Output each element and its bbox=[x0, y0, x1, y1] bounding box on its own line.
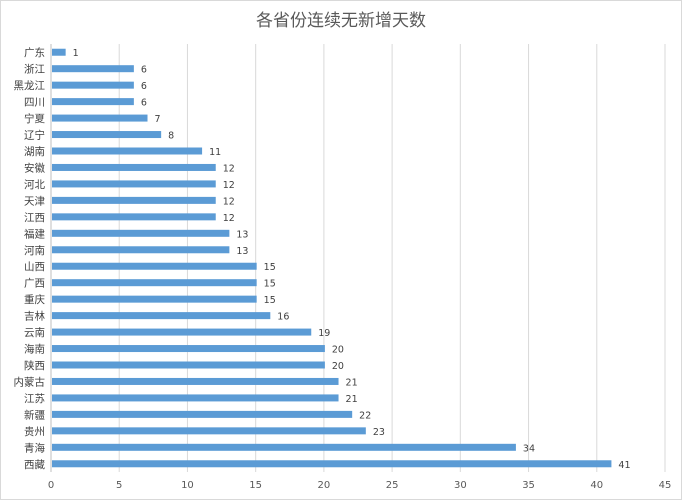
bar bbox=[52, 443, 516, 451]
bar bbox=[52, 163, 216, 171]
bar bbox=[52, 131, 162, 139]
data-label: 16 bbox=[277, 312, 289, 323]
x-tick-label: 0 bbox=[48, 480, 54, 491]
category-label: 江西 bbox=[24, 212, 45, 224]
data-label: 15 bbox=[264, 262, 276, 273]
data-label: 34 bbox=[523, 443, 535, 454]
category-label: 云南 bbox=[24, 326, 45, 339]
data-label: 6 bbox=[141, 81, 147, 92]
category-label: 广西 bbox=[24, 278, 45, 290]
x-tick-label: 15 bbox=[249, 480, 262, 491]
bar bbox=[52, 98, 134, 106]
data-label: 21 bbox=[346, 394, 358, 405]
data-label: 6 bbox=[141, 65, 147, 76]
bar bbox=[52, 377, 339, 385]
data-label: 13 bbox=[236, 229, 248, 240]
data-label: 1 bbox=[73, 48, 79, 59]
data-label: 15 bbox=[264, 295, 276, 306]
x-tick-label: 25 bbox=[386, 480, 399, 491]
x-tick-label: 45 bbox=[659, 480, 672, 491]
bar bbox=[52, 196, 216, 204]
bar bbox=[52, 81, 134, 89]
data-label: 19 bbox=[318, 328, 330, 339]
category-label: 天津 bbox=[24, 195, 45, 207]
bar bbox=[52, 180, 216, 188]
bar bbox=[52, 410, 353, 418]
bar bbox=[52, 345, 325, 353]
category-label: 湖南 bbox=[24, 145, 45, 158]
category-label: 四川 bbox=[24, 97, 45, 109]
bar bbox=[52, 328, 312, 336]
bar bbox=[52, 279, 257, 287]
category-label: 贵州 bbox=[24, 425, 45, 438]
x-tick-label: 5 bbox=[116, 480, 122, 491]
bar bbox=[52, 114, 148, 122]
data-label: 23 bbox=[373, 427, 385, 438]
category-label: 青海 bbox=[24, 441, 45, 454]
bar bbox=[52, 262, 257, 270]
category-label: 陕西 bbox=[24, 359, 45, 372]
data-label: 8 bbox=[168, 131, 174, 142]
chart-title: 各省份连续无新增天数 bbox=[256, 11, 426, 31]
category-label: 新疆 bbox=[24, 408, 45, 421]
data-label: 15 bbox=[264, 279, 276, 290]
bar bbox=[52, 460, 612, 468]
bar bbox=[52, 65, 134, 73]
category-label: 辽宁 bbox=[24, 129, 45, 142]
data-label: 21 bbox=[346, 377, 358, 388]
x-tick-label: 35 bbox=[522, 480, 535, 491]
bar bbox=[52, 394, 339, 402]
bar bbox=[52, 312, 271, 320]
bar bbox=[52, 427, 366, 435]
bar bbox=[52, 361, 325, 369]
category-label: 海南 bbox=[24, 343, 45, 356]
category-label: 河南 bbox=[24, 244, 45, 257]
category-label: 宁夏 bbox=[24, 112, 45, 125]
x-tick-label: 10 bbox=[181, 480, 194, 491]
bar bbox=[52, 295, 257, 303]
category-label: 江苏 bbox=[24, 392, 45, 405]
bar bbox=[52, 246, 230, 254]
data-label: 20 bbox=[332, 345, 344, 356]
bar bbox=[52, 213, 216, 221]
category-label: 浙江 bbox=[24, 64, 45, 76]
category-label: 西藏 bbox=[24, 459, 45, 471]
data-label: 13 bbox=[236, 246, 248, 257]
category-label: 安徽 bbox=[24, 161, 45, 174]
category-label: 内蒙古 bbox=[14, 375, 46, 388]
category-label: 福建 bbox=[24, 227, 45, 240]
data-label: 12 bbox=[223, 213, 235, 224]
data-label: 6 bbox=[141, 98, 147, 109]
bar bbox=[52, 229, 230, 237]
bar bbox=[52, 147, 203, 155]
category-label: 吉林 bbox=[24, 310, 45, 323]
x-tick-label: 30 bbox=[454, 480, 467, 491]
data-label: 41 bbox=[618, 460, 630, 471]
category-label: 河北 bbox=[24, 179, 45, 191]
x-tick-label: 20 bbox=[318, 480, 331, 491]
bar bbox=[52, 48, 66, 56]
data-label: 20 bbox=[332, 361, 344, 372]
category-label: 广东 bbox=[24, 46, 45, 59]
data-label: 22 bbox=[359, 410, 371, 421]
category-label: 重庆 bbox=[24, 293, 45, 306]
category-label: 黑龙江 bbox=[14, 79, 46, 92]
data-label: 7 bbox=[155, 114, 161, 125]
data-label: 11 bbox=[209, 147, 221, 158]
x-tick-label: 40 bbox=[590, 480, 603, 491]
category-label: 山西 bbox=[24, 261, 45, 273]
data-label: 12 bbox=[223, 163, 235, 174]
data-label: 12 bbox=[223, 196, 235, 207]
data-label: 12 bbox=[223, 180, 235, 191]
